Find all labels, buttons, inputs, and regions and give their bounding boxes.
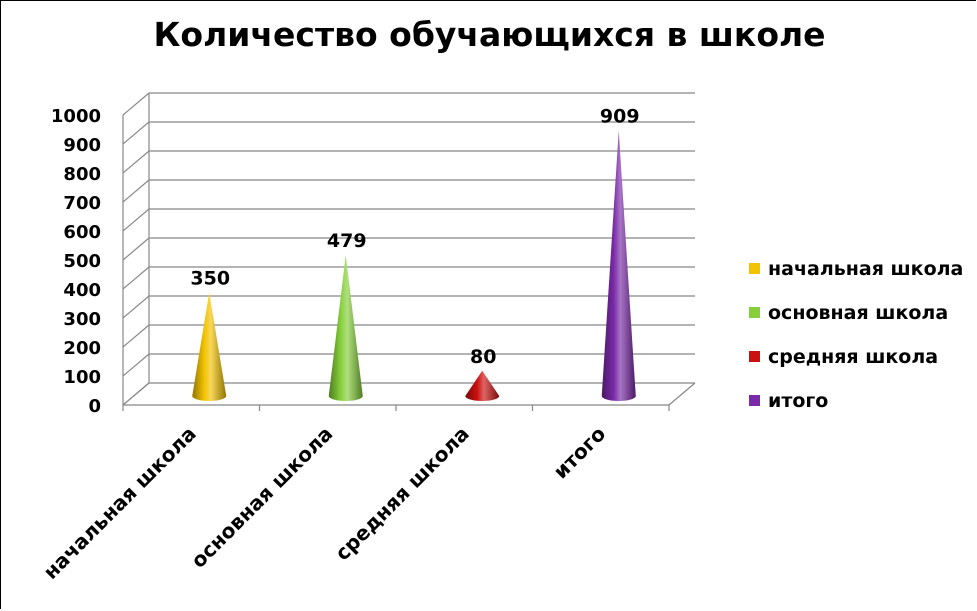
- legend-swatch: [749, 307, 760, 318]
- x-tick-label: начальная школа: [38, 422, 200, 584]
- legend-label: начальная школа: [768, 258, 963, 280]
- cone-bar-2: [465, 370, 500, 401]
- x-tick-label: средняя школа: [330, 422, 474, 566]
- gridline-side: [122, 208, 150, 232]
- y-tick-label: 300: [63, 309, 101, 330]
- gridline-side: [122, 150, 150, 174]
- x-tick-label: итого: [548, 422, 610, 484]
- legend-label: основная школа: [768, 302, 948, 324]
- y-tick-label: 200: [63, 338, 101, 359]
- y-tick-label: 600: [63, 222, 101, 243]
- floor-edge: [668, 382, 696, 406]
- data-label: 80: [470, 346, 496, 368]
- y-tick-label: 900: [63, 135, 101, 156]
- data-label: 479: [327, 230, 367, 252]
- gridline-side: [122, 266, 150, 290]
- y-tick-label: 800: [63, 164, 101, 185]
- legend-label: средняя школа: [768, 346, 938, 368]
- legend-label: итого: [768, 390, 828, 412]
- cone-bar-0: [192, 292, 227, 401]
- y-tick-label: 700: [63, 193, 101, 214]
- x-tick-label: основная школа: [186, 422, 337, 573]
- gridline-side: [122, 353, 150, 377]
- y-tick-label: 1000: [51, 106, 101, 127]
- y-tick-label: 100: [63, 367, 101, 388]
- y-tick-label: 0: [88, 396, 101, 417]
- legend-swatch: [749, 351, 760, 362]
- legend-swatch: [749, 395, 760, 406]
- y-tick-label: 500: [63, 251, 101, 272]
- gridline-side: [122, 237, 150, 261]
- gridline-side: [122, 121, 150, 145]
- gridline-side: [122, 92, 150, 116]
- legend-swatch: [749, 263, 760, 274]
- chart-title: Количество обучающихся в школе: [153, 15, 826, 54]
- cone-bar-1: [328, 255, 363, 401]
- floor-edge: [122, 382, 150, 406]
- gridline-side: [122, 179, 150, 203]
- y-tick-label: 400: [63, 280, 101, 301]
- cone-bar-3: [601, 130, 636, 401]
- data-label: 350: [190, 268, 230, 290]
- data-label: 909: [600, 105, 640, 127]
- gridline-side: [122, 324, 150, 348]
- gridline-side: [122, 295, 150, 319]
